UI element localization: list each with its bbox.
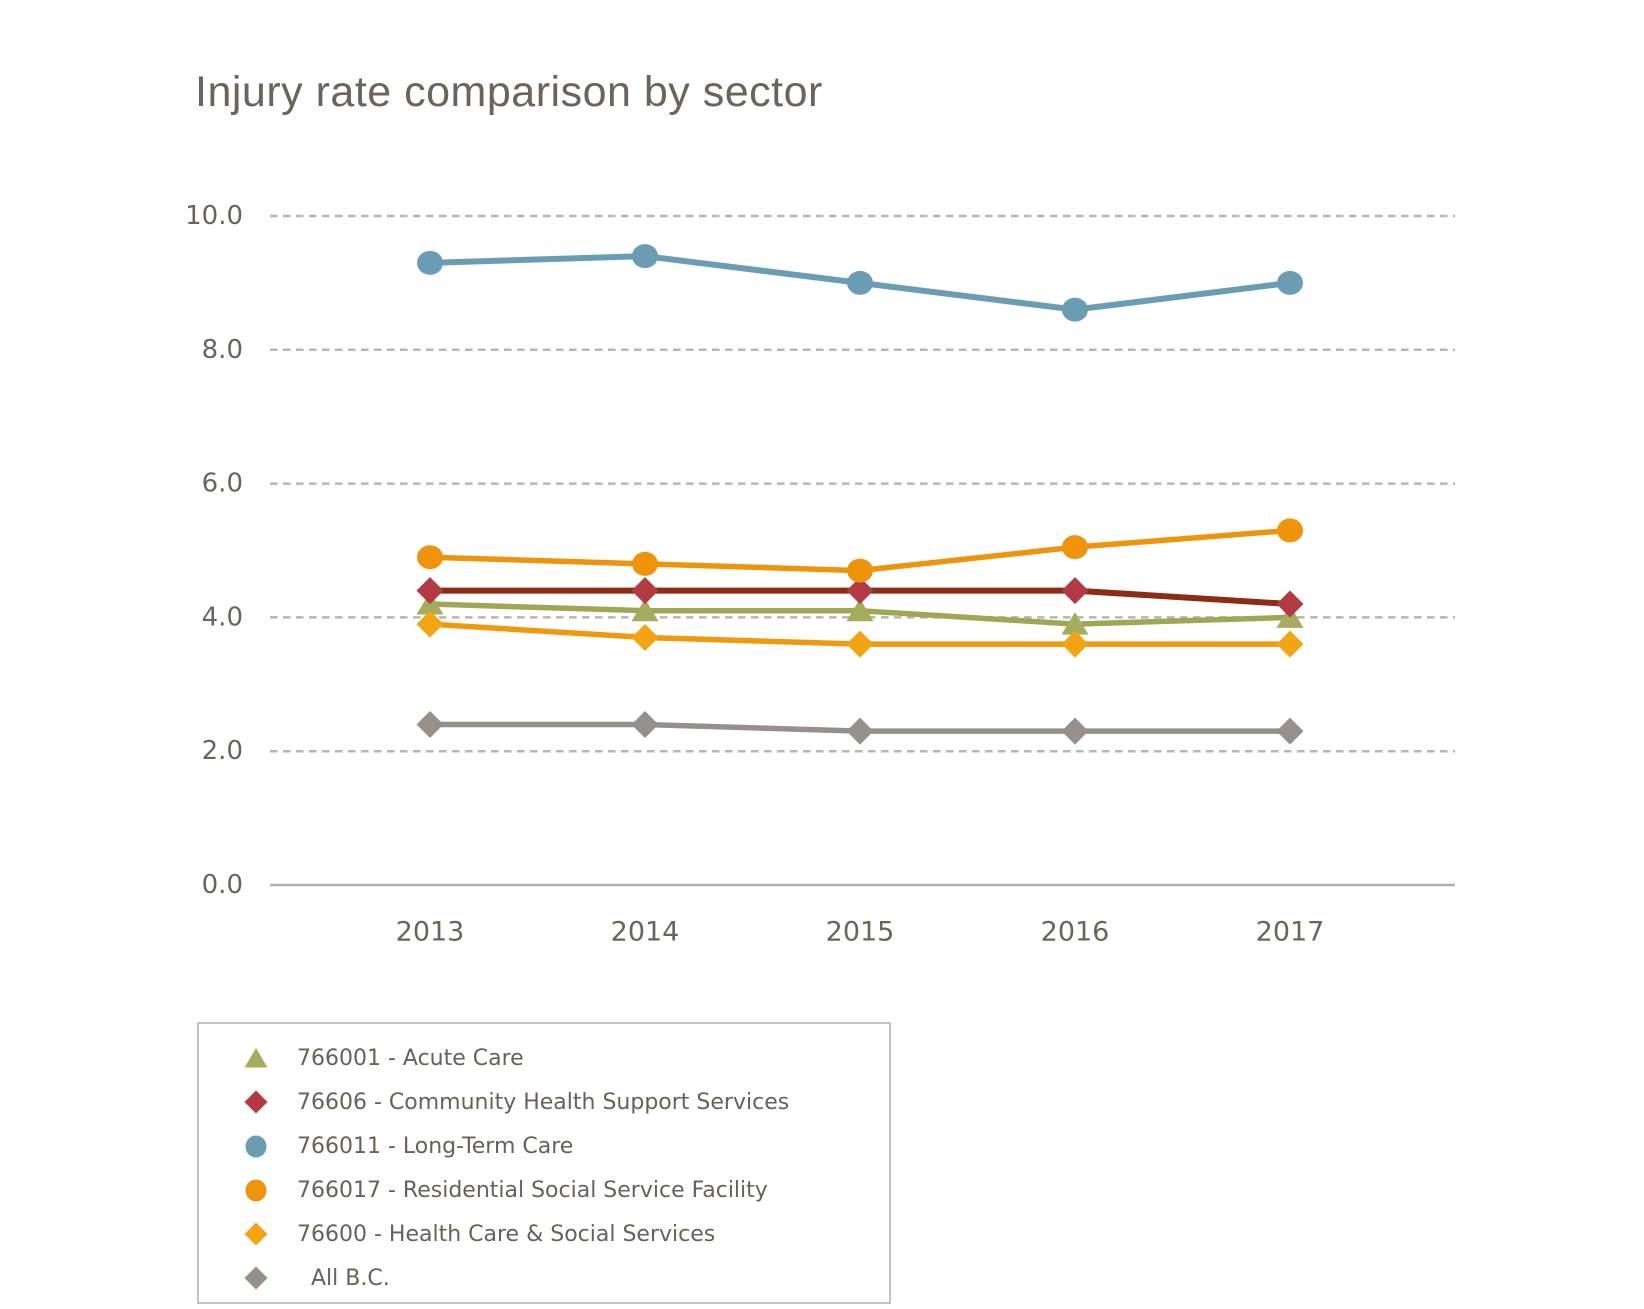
diamond-marker-76600-health-care-social-services-2014 xyxy=(631,623,659,651)
legend-item-all-b-c: All B.C. xyxy=(199,1256,889,1300)
diamond-marker-76600-health-care-social-services-2015 xyxy=(846,630,874,658)
diamond-marker-all-b-c-2015 xyxy=(846,717,874,745)
circle-marker-766011-long-term-care-2015 xyxy=(847,270,873,295)
series-766001-acute-care xyxy=(416,592,1304,635)
x-axis-tick-label-2013: 2013 xyxy=(396,917,465,948)
circle-marker-766011-long-term-care-2017 xyxy=(1277,270,1303,295)
series-766017-residential-social-service-facility xyxy=(417,518,1303,583)
diamond-marker-76606-community-health-support-services-2014 xyxy=(631,577,659,605)
legend-label-all-b-c: All B.C. xyxy=(297,1265,390,1291)
diamond-marker-76606-community-health-support-services-2015 xyxy=(846,577,874,605)
y-axis-tick-label: 10.0 xyxy=(185,201,243,231)
legend-item-76606-community-health-support-services: 76606 - Community Health Support Service… xyxy=(199,1080,889,1124)
diamond-marker-all-b-c-2014 xyxy=(631,710,659,738)
diamond-marker-all-b-c-2016 xyxy=(1061,717,1089,745)
x-axis-tick-label-2016: 2016 xyxy=(1041,917,1110,948)
chart-title: Injury rate comparison by sector xyxy=(195,68,823,116)
diamond-icon xyxy=(244,1222,268,1246)
diamond-marker-76606-community-health-support-services-2016 xyxy=(1061,577,1089,605)
circle-marker-766017-residential-social-service-facility-2013 xyxy=(417,545,443,570)
diamond-icon xyxy=(244,1266,268,1290)
diamond-marker-76606-community-health-support-services-2017 xyxy=(1276,590,1304,618)
circle-marker-766017-residential-social-service-facility-2015 xyxy=(847,558,873,583)
series-76606-community-health-support-services xyxy=(416,577,1304,618)
diamond-marker-76600-health-care-social-services-2016 xyxy=(1061,630,1089,658)
circle-marker-766017-residential-social-service-facility-2014 xyxy=(632,551,658,576)
circle-marker-766011-long-term-care-2016 xyxy=(1062,297,1088,322)
series-all-b-c xyxy=(416,710,1304,745)
legend-item-76600-health-care-social-services: 76600 - Health Care & Social Services xyxy=(199,1212,889,1256)
legend: 766001 - Acute Care 76606 - Community Hea… xyxy=(197,1022,891,1304)
diamond-icon xyxy=(244,1090,268,1114)
x-axis-tick-label-2014: 2014 xyxy=(611,917,680,948)
legend-item-766001-acute-care: 766001 - Acute Care xyxy=(199,1036,889,1080)
series-76600-health-care-social-services xyxy=(416,610,1304,658)
x-axis-tick-label-2017: 2017 xyxy=(1256,917,1325,948)
diamond-marker-all-b-c-2013 xyxy=(416,710,444,738)
circle-marker-766017-residential-social-service-facility-2017 xyxy=(1277,518,1303,543)
y-axis-tick-label: 0.0 xyxy=(202,870,243,900)
x-axis-tick-label-2015: 2015 xyxy=(826,917,895,948)
legend-label-76600-health-care-social-services: 76600 - Health Care & Social Services xyxy=(297,1221,716,1247)
circle-marker-766011-long-term-care-2014 xyxy=(632,244,658,269)
y-axis-tick-label: 2.0 xyxy=(202,736,243,766)
legend-label-76606-community-health-support-services: 76606 - Community Health Support Service… xyxy=(297,1089,790,1115)
diamond-marker-76600-health-care-social-services-2017 xyxy=(1276,630,1304,658)
legend-label-766017-residential-social-service-facility: 766017 - Residential Social Service Faci… xyxy=(297,1177,768,1203)
triangle-marker-766001-acute-care-2015 xyxy=(846,598,874,622)
series-766011-long-term-care xyxy=(417,244,1303,322)
diamond-marker-76606-community-health-support-services-2013 xyxy=(416,577,444,605)
triangle-marker-766001-acute-care-2014 xyxy=(631,598,659,622)
circle-marker-766017-residential-social-service-facility-2016 xyxy=(1062,535,1088,560)
circle-icon xyxy=(245,1135,267,1158)
diamond-marker-all-b-c-2017 xyxy=(1276,717,1304,745)
legend-label-766011-long-term-care: 766011 - Long-Term Care xyxy=(297,1133,574,1159)
triangle-marker-766001-acute-care-2016 xyxy=(1061,612,1089,635)
legend-item-766011-long-term-care: 766011 - Long-Term Care xyxy=(199,1124,889,1168)
y-axis-tick-label: 6.0 xyxy=(202,469,243,499)
triangle-icon xyxy=(244,1048,268,1068)
legend-label-766001-acute-care: 766001 - Acute Care xyxy=(297,1045,524,1071)
diamond-marker-76600-health-care-social-services-2013 xyxy=(416,610,444,638)
circle-icon xyxy=(245,1179,267,1202)
y-axis-tick-label: 4.0 xyxy=(202,602,243,632)
circle-marker-766011-long-term-care-2013 xyxy=(417,250,443,275)
legend-item-766017-residential-social-service-facility: 766017 - Residential Social Service Faci… xyxy=(199,1168,889,1212)
y-axis-tick-label: 8.0 xyxy=(202,335,243,365)
